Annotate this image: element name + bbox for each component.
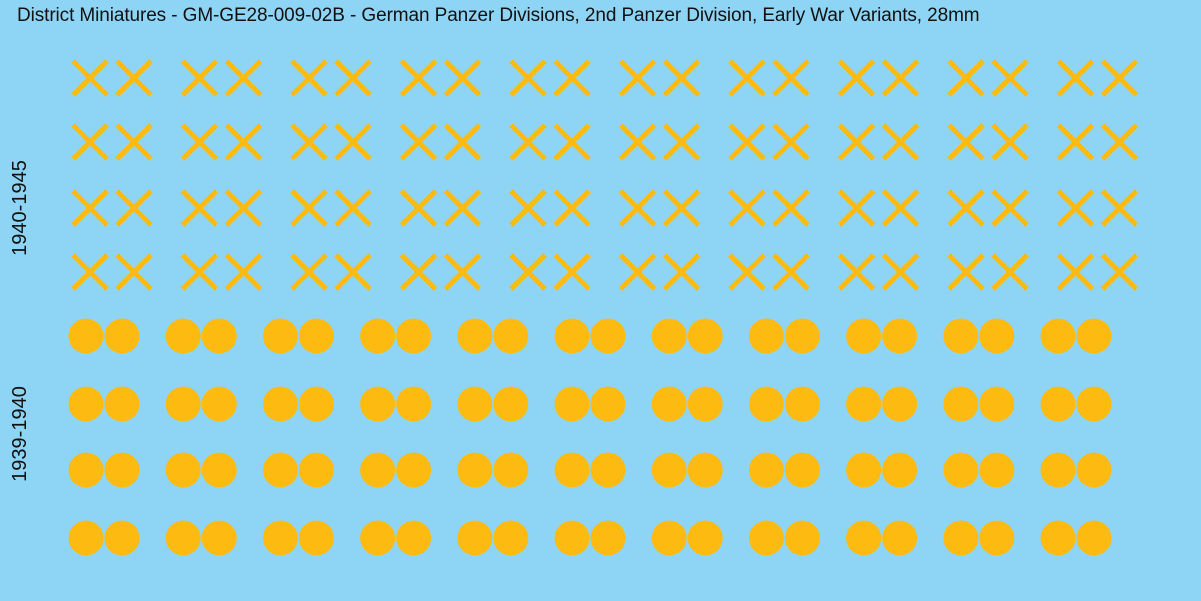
double-dot-decal bbox=[360, 520, 432, 556]
double-x-decal bbox=[290, 253, 372, 291]
double-dot-decal bbox=[846, 452, 918, 488]
double-x-decal bbox=[947, 189, 1029, 227]
double-dot-decal bbox=[360, 452, 432, 488]
double-x-decal bbox=[618, 59, 701, 97]
double-x-decal bbox=[180, 59, 263, 97]
double-x-decal bbox=[180, 253, 263, 291]
double-dot-decal bbox=[943, 386, 1015, 422]
double-x-decal bbox=[399, 253, 482, 291]
double-dot-decal bbox=[651, 386, 723, 422]
double-x-decal bbox=[180, 123, 263, 161]
double-x-decal bbox=[71, 189, 153, 227]
double-dot-decal bbox=[651, 318, 723, 354]
double-dot-decal bbox=[1040, 318, 1112, 354]
double-x-decal bbox=[618, 253, 701, 291]
double-x-decal bbox=[728, 59, 810, 97]
double-x-decal bbox=[837, 189, 920, 227]
double-dot-decal bbox=[748, 520, 820, 556]
double-x-decal bbox=[947, 59, 1029, 97]
double-dot-decal bbox=[554, 520, 626, 556]
double-dot-decal bbox=[1040, 452, 1112, 488]
double-x-decal bbox=[399, 189, 482, 227]
double-dot-decal bbox=[651, 452, 723, 488]
double-dot-decal bbox=[457, 386, 529, 422]
double-x-decal bbox=[290, 59, 372, 97]
double-x-decal bbox=[509, 123, 591, 161]
double-dot-decal bbox=[748, 386, 820, 422]
double-dot-decal bbox=[554, 318, 626, 354]
double-x-decal bbox=[728, 189, 810, 227]
double-dot-decal bbox=[943, 520, 1015, 556]
double-dot-decal bbox=[748, 452, 820, 488]
double-x-decal bbox=[837, 59, 920, 97]
double-dot-decal bbox=[360, 386, 432, 422]
double-x-decal bbox=[509, 253, 591, 291]
double-dot-decal bbox=[846, 520, 918, 556]
double-x-decal bbox=[290, 123, 372, 161]
double-dot-decal bbox=[262, 318, 334, 354]
double-x-decal bbox=[71, 59, 153, 97]
double-dot-decal bbox=[262, 452, 334, 488]
double-dot-decal bbox=[846, 386, 918, 422]
double-dot-decal bbox=[554, 386, 626, 422]
double-x-decal bbox=[1056, 59, 1139, 97]
double-x-decal bbox=[509, 59, 591, 97]
double-dot-decal bbox=[262, 386, 334, 422]
double-dot-decal bbox=[165, 520, 237, 556]
double-dot-decal bbox=[68, 386, 140, 422]
double-dot-decal bbox=[262, 520, 334, 556]
double-dot-decal bbox=[1040, 520, 1112, 556]
double-dot-decal bbox=[165, 318, 237, 354]
double-dot-decal bbox=[943, 452, 1015, 488]
double-x-decal bbox=[837, 253, 920, 291]
double-x-decal bbox=[180, 189, 263, 227]
double-x-decal bbox=[947, 253, 1029, 291]
double-dot-decal bbox=[68, 452, 140, 488]
double-dot-decal bbox=[748, 318, 820, 354]
double-dot-decal bbox=[457, 520, 529, 556]
double-x-decal bbox=[1056, 123, 1139, 161]
double-x-decal bbox=[618, 189, 701, 227]
double-dot-decal bbox=[68, 318, 140, 354]
double-dot-decal bbox=[360, 318, 432, 354]
double-x-decal bbox=[71, 123, 153, 161]
double-x-decal bbox=[1056, 189, 1139, 227]
double-x-decal bbox=[509, 189, 591, 227]
double-x-decal bbox=[728, 253, 810, 291]
double-dot-decal bbox=[165, 452, 237, 488]
double-dot-decal bbox=[846, 318, 918, 354]
double-x-decal bbox=[837, 123, 920, 161]
double-x-decal bbox=[71, 253, 153, 291]
double-x-decal bbox=[399, 59, 482, 97]
double-dot-decal bbox=[165, 386, 237, 422]
double-dot-decal bbox=[457, 318, 529, 354]
double-dot-decal bbox=[457, 452, 529, 488]
double-dot-decal bbox=[651, 520, 723, 556]
double-x-decal bbox=[1056, 253, 1139, 291]
double-dot-decal bbox=[1040, 386, 1112, 422]
double-x-decal bbox=[947, 123, 1029, 161]
double-x-decal bbox=[399, 123, 482, 161]
double-x-decal bbox=[728, 123, 810, 161]
double-x-decal bbox=[290, 189, 372, 227]
double-dot-decal bbox=[68, 520, 140, 556]
double-x-decal bbox=[618, 123, 701, 161]
double-dot-decal bbox=[943, 318, 1015, 354]
sheet-title: District Miniatures - GM-GE28-009-02B - … bbox=[17, 5, 980, 26]
double-dot-decal bbox=[554, 452, 626, 488]
